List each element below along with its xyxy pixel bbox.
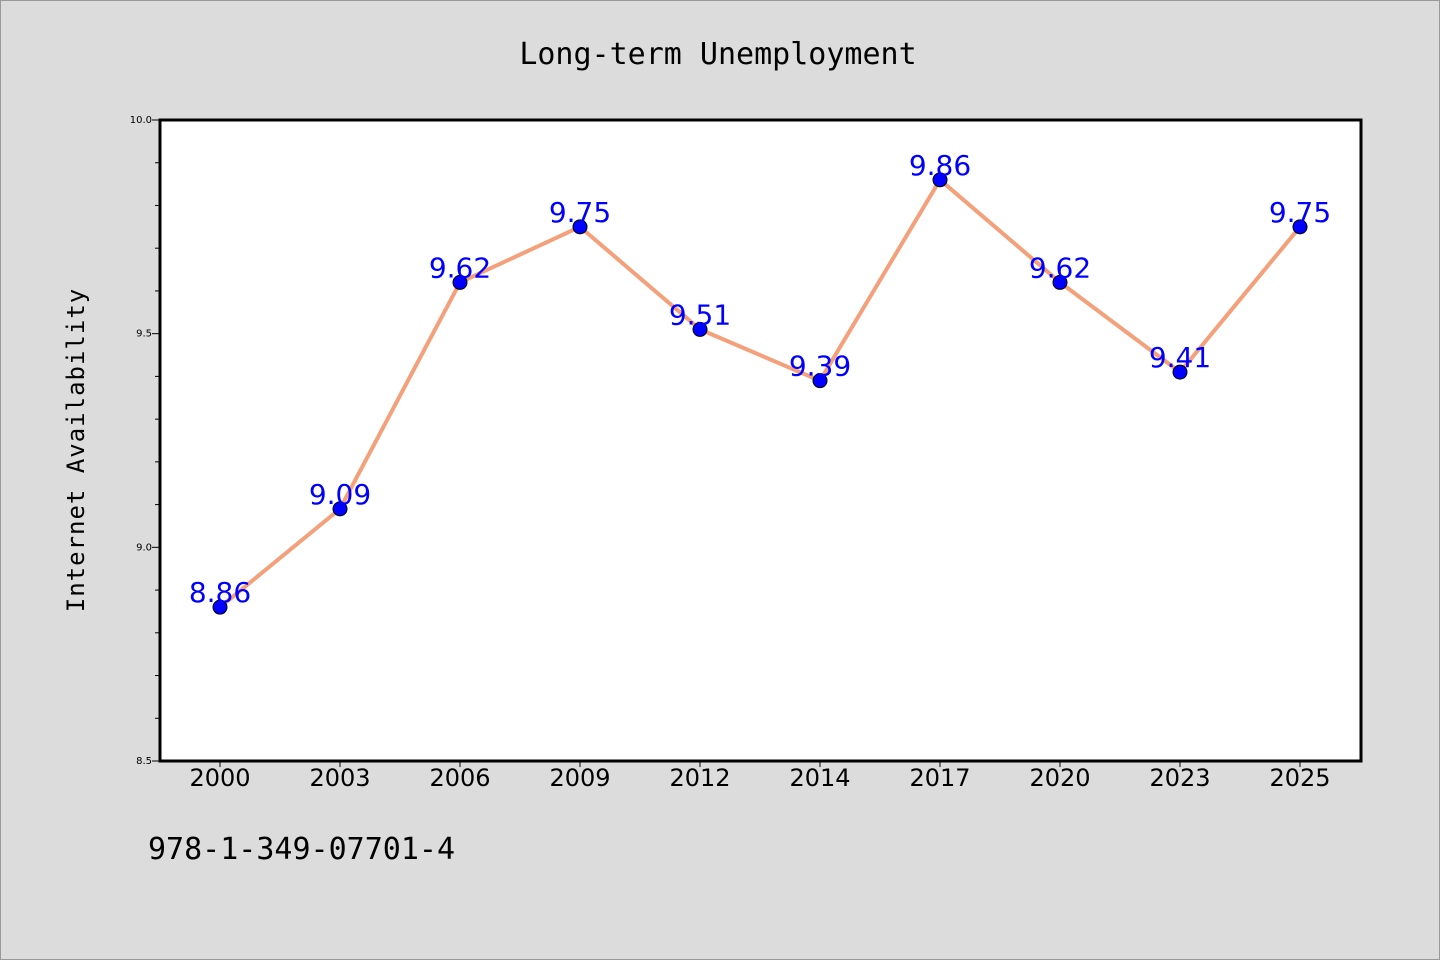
y-tick-label: 9.0 (136, 542, 152, 553)
data-label: 9.51 (669, 298, 731, 331)
y-tick-label: 9.5 (136, 329, 152, 340)
data-point (1052, 274, 1068, 290)
x-axis: 2000 2003 2006 2009 2012 2014 2017 2020 2023 2025 (189, 761, 1331, 792)
data-point (692, 321, 708, 337)
x-tick-label: 2025 (1269, 764, 1330, 792)
data-label: 9.09 (309, 478, 371, 511)
series-line (218, 177, 1302, 609)
x-tick-label: 2006 (429, 764, 490, 792)
data-label: 9.86 (909, 149, 971, 182)
isbn-text: 978-1-349-07701-4 (148, 832, 456, 867)
data-label: 9.75 (549, 196, 611, 229)
x-tick-label: 2020 (1029, 764, 1090, 792)
x-tick-label: 2009 (549, 764, 610, 792)
x-tick-label: 2023 (1149, 764, 1210, 792)
x-tick-label: 2012 (669, 764, 730, 792)
data-point (1172, 364, 1188, 380)
data-label: 8.86 (189, 576, 251, 609)
data-label: 9.62 (429, 251, 491, 284)
y-tick-label: 10.0 (130, 115, 152, 126)
data-label: 9.75 (1269, 196, 1331, 229)
x-tick-label: 2017 (909, 764, 970, 792)
y-axis: 8.5 9.0 9.5 10.0 (130, 115, 160, 767)
y-tick-label: 8.5 (136, 756, 152, 767)
data-label: 9.62 (1029, 251, 1091, 284)
data-point (932, 172, 948, 188)
data-point (1292, 219, 1308, 235)
data-label: 9.41 (1149, 341, 1211, 374)
data-label: 9.39 (789, 350, 851, 383)
plot-area (158, 118, 1363, 763)
series-layer: 8.86 9.09 9.62 9.75 9.51 9.39 9.86 9.62 9.41 9.75 (189, 149, 1331, 615)
x-tick-label: 2014 (789, 764, 850, 792)
data-point (452, 274, 468, 290)
chart-title: Long-term Unemployment (519, 37, 916, 72)
x-tick-label: 2000 (189, 764, 250, 792)
data-point (812, 373, 828, 389)
x-tick-label: 2003 (309, 764, 370, 792)
data-point (332, 501, 348, 517)
data-point (212, 599, 228, 615)
y-axis-label: Internet Availability (62, 288, 90, 612)
data-point (572, 219, 588, 235)
